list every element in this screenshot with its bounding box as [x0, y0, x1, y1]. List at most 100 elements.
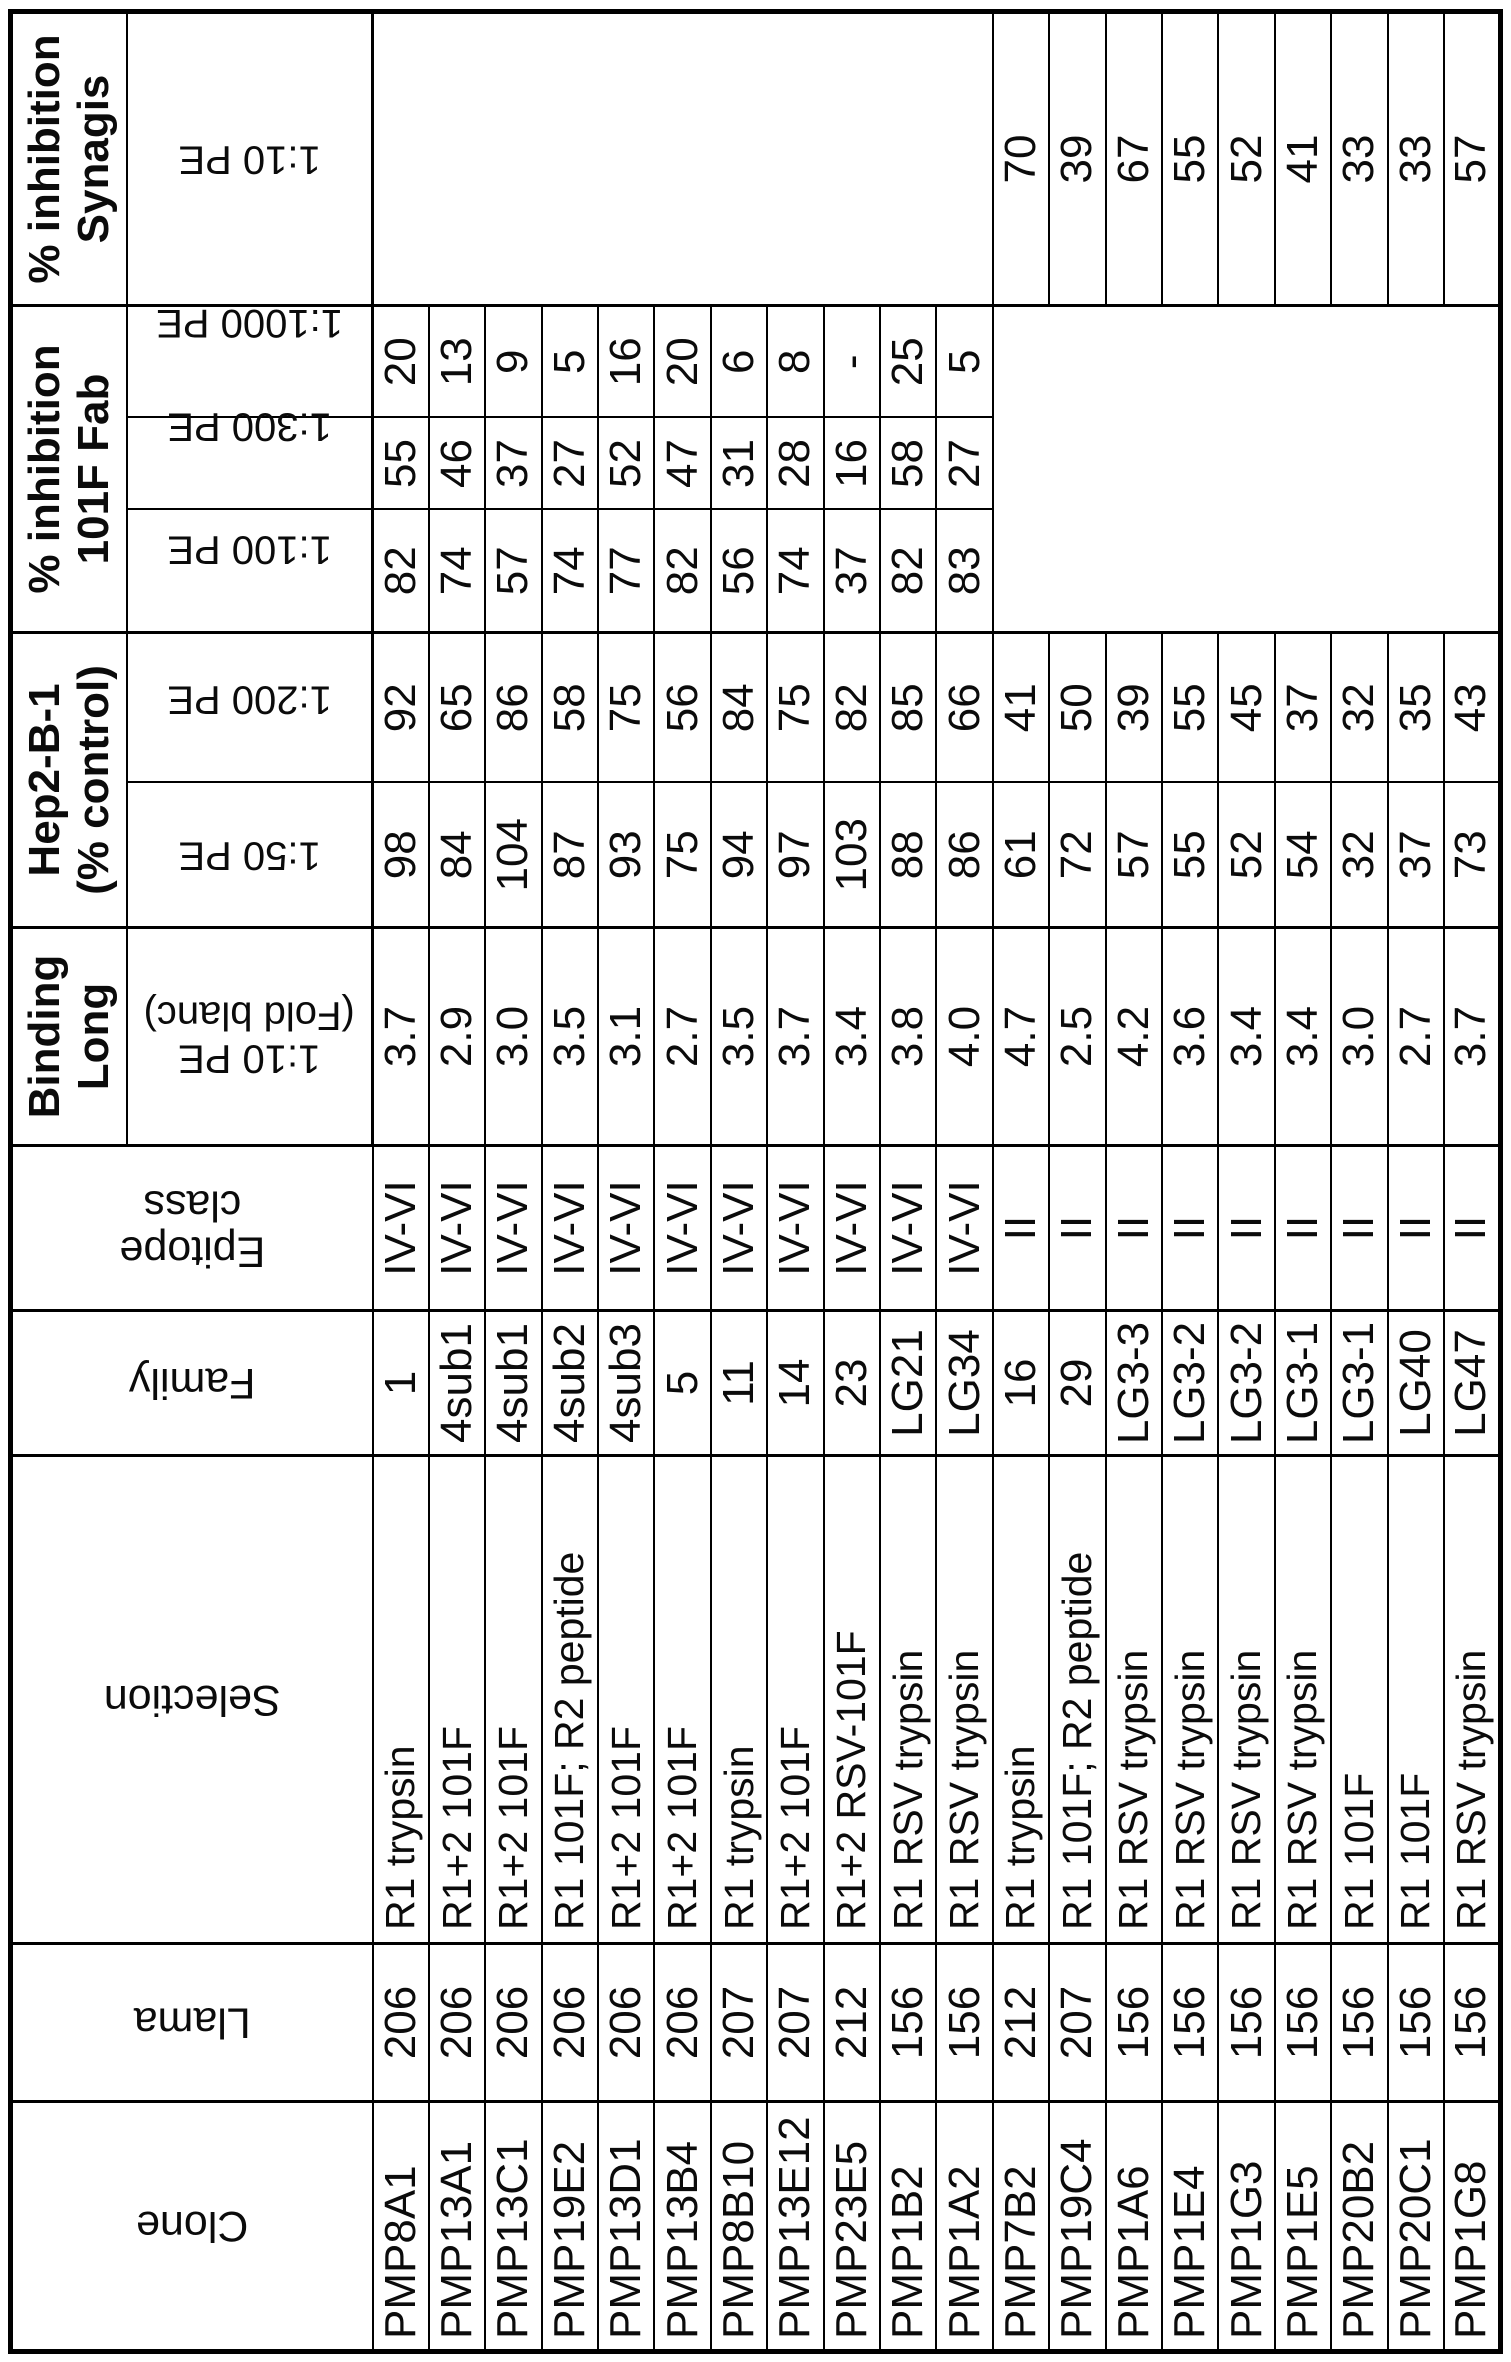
- hep2-1-200-cell: 43: [1443, 632, 1501, 783]
- hep2-1-50-cell: 88: [880, 782, 937, 928]
- hep2-1-50-cell: 37: [1387, 782, 1444, 928]
- binding-1-10-cell: 3.6: [1161, 927, 1219, 1146]
- selection-cell: R1 trypsin: [710, 1455, 768, 1944]
- family-cell: 11: [710, 1310, 768, 1456]
- selection-cell: R1 trypsin: [372, 1455, 429, 1944]
- hep2-1-50-cell: 57: [1105, 782, 1162, 928]
- epitope-class-cell: IV-VI: [485, 1145, 542, 1311]
- clone-header-label: Clone: [136, 2202, 249, 2251]
- hep2-group-label: Hep2-B-1 (% control): [19, 665, 119, 895]
- llama-cell: 206: [654, 1943, 711, 2102]
- fab-1-100-cell: 74: [767, 509, 824, 633]
- binding-1-10-cell: 2.5: [1049, 927, 1106, 1146]
- llama-cell: 207: [767, 1943, 824, 2102]
- hep2-1-200-cell: 45: [1218, 632, 1275, 783]
- epitope-class-cell: II: [1105, 1145, 1162, 1311]
- llama-cell: 207: [710, 1943, 768, 2102]
- epitope-class-cell: IV-VI: [428, 1145, 486, 1311]
- rotated-table-container: Clone Llama Selection Family Epitope cla…: [8, 8, 1504, 2354]
- fab-1-100-cell: 56: [710, 509, 768, 633]
- results-table: Clone Llama Selection Family Epitope cla…: [8, 8, 1503, 2354]
- fab-1-300-cell: 55: [372, 417, 429, 510]
- selection-cell: R1+2 RSV-101F: [823, 1455, 881, 1944]
- clone-cell: PMP20C1: [1387, 2101, 1444, 2352]
- clone-cell: PMP7B2: [992, 2101, 1050, 2352]
- fab-blank-merged-cell: [992, 305, 1501, 633]
- hep2-1-200-cell: 32: [1331, 632, 1388, 783]
- selection-cell: R1+2 101F: [428, 1455, 486, 1944]
- hep2-1-200-cell: 86: [485, 632, 542, 783]
- synagis-1-10-cell: 33: [1387, 11, 1444, 306]
- fab-1-300-cell: 37: [485, 417, 542, 510]
- fab-1-300-cell: 52: [598, 417, 655, 510]
- binding-1-10-cell: 3.5: [710, 927, 768, 1146]
- fab-1-1000-subheader-label: 1:1000 PE: [155, 301, 343, 346]
- selection-cell: R1 101F; R2 peptide: [1049, 1455, 1106, 1944]
- epitope-class-header-label: Epitope class: [119, 1181, 266, 1276]
- binding-1-10-cell: 3.1: [598, 927, 655, 1146]
- table-row: PMP1A2 156 R1 RSV trypsin LG34 IV-VI 4.0 86 66 8…: [936, 11, 993, 2352]
- binding-1-10-cell: 3.4: [823, 927, 881, 1146]
- family-cell: LG3-1: [1274, 1310, 1332, 1456]
- header-group-row: Clone Llama Selection Family Epitope cla…: [10, 11, 373, 2352]
- table-row: PMP13D1 206 R1+2 101F 4sub3 IV-VI 3.1 93 75 77 52…: [598, 11, 655, 2352]
- clone-cell: PMP1A2: [936, 2101, 993, 2352]
- fab-1-100-subheader: 1:100 PE: [126, 509, 373, 633]
- hep2-1-200-cell: 85: [880, 632, 937, 783]
- clone-cell: PMP13E12: [767, 2101, 824, 2352]
- hep2-1-50-cell: 86: [936, 782, 993, 928]
- synagis-1-10-cell: 55: [1161, 11, 1219, 306]
- fab-1-1000-cell: 6: [710, 305, 768, 418]
- family-cell: LG47: [1443, 1310, 1501, 1456]
- llama-cell: 156: [1161, 1943, 1219, 2102]
- clone-cell: PMP1E4: [1161, 2101, 1219, 2352]
- fab-1-100-cell: 74: [428, 509, 486, 633]
- hep2-1-200-cell: 92: [372, 632, 429, 783]
- fab-1-1000-cell: 5: [541, 305, 599, 418]
- inhibition-synagis-group-header: % inhibition Synagis: [10, 11, 127, 306]
- fab-1-300-cell: 28: [767, 417, 824, 510]
- selection-cell: R1+2 101F: [767, 1455, 824, 1944]
- fab-1-300-subheader-label: 1:300 PE: [166, 404, 332, 449]
- fab-1-300-cell: 46: [428, 417, 486, 510]
- binding-1-10-cell: 2.7: [1387, 927, 1444, 1146]
- binding-1-10-cell: 3.7: [1443, 927, 1501, 1146]
- table-row: PMP8A1 206 R1 trypsin 1 IV-VI 3.7 98 92 82 55 20: [372, 11, 993, 2352]
- family-cell: 16: [992, 1310, 1050, 1456]
- binding-1-10-cell: 3.5: [541, 927, 599, 1146]
- synagis-1-10-cell: 57: [1443, 11, 1501, 306]
- hep2-1-200-cell: 66: [936, 632, 993, 783]
- inhibition-101f-group-header: % inhibition 101F Fab: [10, 305, 127, 633]
- family-header-label: Family: [128, 1359, 256, 1408]
- fab-1-1000-cell: 5: [936, 305, 993, 418]
- hep2-1-50-cell: 104: [485, 782, 542, 928]
- family-cell: 4sub3: [598, 1310, 655, 1456]
- hep2-1-50-cell: 55: [1161, 782, 1219, 928]
- synagis-1-10-subheader: 1:10 PE: [126, 11, 373, 306]
- binding-1-10-cell: 3.0: [1331, 927, 1388, 1146]
- inhibition-synagis-group-label: % inhibition Synagis: [19, 34, 119, 284]
- hep2-1-50-cell: 87: [541, 782, 599, 928]
- synagis-blank-merged-cell: [372, 11, 993, 306]
- hep2-1-200-cell: 82: [823, 632, 881, 783]
- table-row: PMP8B10 207 R1 trypsin 11 IV-VI 3.5 94 84 56 31 6: [710, 11, 768, 2352]
- hep2-1-50-subheader: 1:50 PE: [126, 782, 373, 928]
- epitope-class-cell: II: [1218, 1145, 1275, 1311]
- fab-1-100-cell: 82: [654, 509, 711, 633]
- epitope-class-cell: IV-VI: [598, 1145, 655, 1311]
- family-cell: 1: [372, 1310, 429, 1456]
- family-cell: LG3-2: [1218, 1310, 1275, 1456]
- clone-cell: PMP20B2: [1331, 2101, 1388, 2352]
- clone-cell: PMP19C4: [1049, 2101, 1106, 2352]
- hep2-1-50-cell: 52: [1218, 782, 1275, 928]
- binding-1-10-cell: 3.4: [1218, 927, 1275, 1146]
- binding-1-10-subheader: 1:10 PE (Fold blanc): [126, 927, 373, 1146]
- binding-1-10-cell: 4.0: [936, 927, 993, 1146]
- clone-cell: PMP8B10: [710, 2101, 768, 2352]
- fab-1-1000-cell: 13: [428, 305, 486, 418]
- family-cell: LG3-2: [1161, 1310, 1219, 1456]
- family-cell: 4sub1: [485, 1310, 542, 1456]
- selection-cell: R1 RSV trypsin: [1274, 1455, 1332, 1944]
- fab-1-100-cell: 82: [880, 509, 937, 633]
- epitope-class-cell: II: [1049, 1145, 1106, 1311]
